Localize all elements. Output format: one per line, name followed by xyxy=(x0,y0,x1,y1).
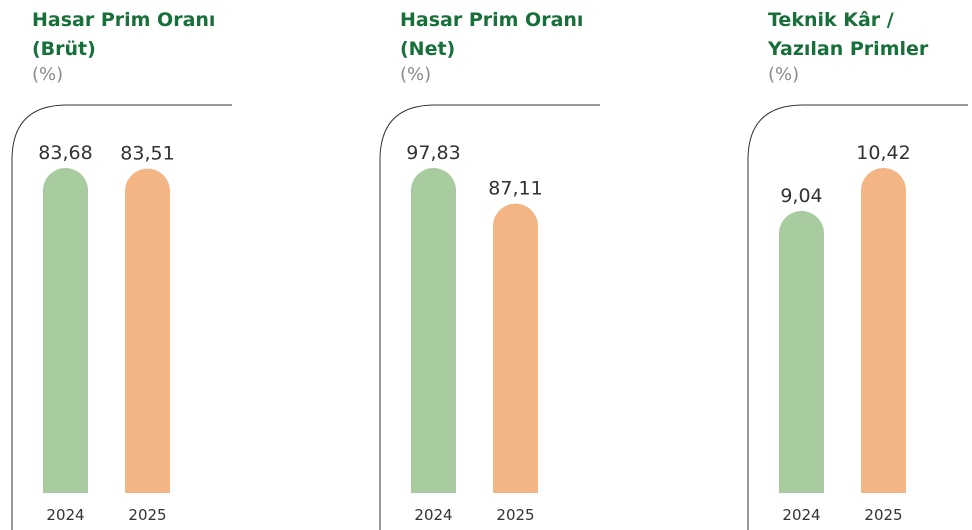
value-label: 9,04 xyxy=(780,185,822,207)
chart-title: Hasar Prim Oranı (Net) xyxy=(400,9,584,60)
x-tick-label: 2024 xyxy=(782,506,820,524)
value-label: 83,51 xyxy=(120,143,174,165)
frame xyxy=(11,104,232,530)
chart-title: Hasar Prim Oranı (Brüt) xyxy=(32,9,216,60)
chart-panel: Hasar Prim Oranı (Brüt) (%) 83,68 2024 83,51… xyxy=(0,0,368,530)
chart-subtitle: (%) xyxy=(400,64,432,85)
chart-subtitle: (%) xyxy=(32,64,64,85)
x-tick-label: 2025 xyxy=(128,506,166,524)
x-tick-label: 2025 xyxy=(496,506,534,524)
chart-title: Teknik Kâr / Yazılan Primler xyxy=(768,9,929,60)
x-tick-label: 2025 xyxy=(864,506,902,524)
bar xyxy=(493,203,538,493)
chart: 97,83 2024 87,11 2025 xyxy=(379,104,600,530)
value-label: 97,83 xyxy=(406,142,460,164)
bar xyxy=(861,168,906,494)
frame xyxy=(379,104,600,530)
chart: 83,68 2024 83,51 2025 xyxy=(11,104,232,530)
bar xyxy=(779,211,824,493)
bar xyxy=(43,168,88,494)
value-label: 10,42 xyxy=(856,142,910,164)
bar xyxy=(411,168,456,494)
chart-panel: Hasar Prim Oranı (Net) (%) 97,83 2024 87,11 2… xyxy=(368,0,736,530)
chart-subtitle: (%) xyxy=(768,64,800,85)
chart: 9,04 2024 10,42 2025 xyxy=(747,104,968,530)
x-tick-label: 2024 xyxy=(414,506,452,524)
bar xyxy=(125,168,170,493)
x-tick-label: 2024 xyxy=(46,506,84,524)
chart-panel: Teknik Kâr / Yazılan Primler (%) 9,04 2024 1… xyxy=(736,0,972,530)
value-label: 83,68 xyxy=(38,142,92,164)
frame xyxy=(747,104,968,530)
value-label: 87,11 xyxy=(488,178,542,200)
